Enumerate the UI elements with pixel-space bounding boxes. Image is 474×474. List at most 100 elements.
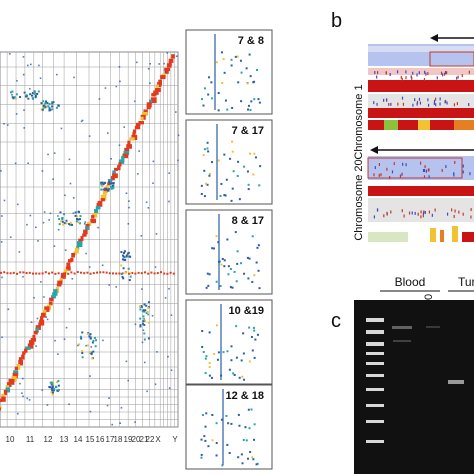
contact-pixel	[36, 92, 39, 95]
contact-pixel	[77, 210, 80, 213]
diagonal-pixel	[100, 198, 105, 202]
contact-pixel	[101, 181, 104, 184]
stripe-pixel	[38, 272, 41, 275]
diagonal-pixel	[62, 272, 66, 277]
contact-pixel	[55, 385, 58, 388]
inset-pixel	[248, 53, 251, 56]
axis-tick-label: 18	[114, 435, 123, 444]
inset-pixel	[258, 101, 261, 104]
inset-pixel	[215, 442, 218, 445]
inset-label: 10 &19	[229, 305, 264, 317]
variant-tick	[456, 102, 458, 106]
track-breakpoint-box	[367, 157, 463, 179]
inset-pixel	[256, 246, 259, 249]
contact-pixel	[77, 218, 80, 221]
contact-pixel	[19, 382, 21, 385]
diagonal-pixel	[21, 354, 25, 360]
diagonal-pixel	[118, 162, 122, 167]
contact-pixel	[122, 255, 125, 258]
inset-pixel	[219, 285, 222, 288]
contact-pixel	[147, 321, 150, 324]
variant-tick	[417, 212, 419, 216]
inset-pixel	[248, 427, 251, 430]
contact-pixel	[11, 96, 14, 99]
variant-tick	[416, 100, 419, 104]
contact-pixel	[78, 218, 81, 221]
contact-pixel	[37, 90, 40, 93]
contact-pixel	[53, 387, 56, 390]
contact-pixel	[91, 357, 94, 360]
contact-pixel	[77, 221, 80, 224]
contact-pixel	[75, 220, 78, 223]
diagonal-pixel	[24, 346, 31, 350]
inset-pixel	[226, 238, 229, 241]
variant-tick	[423, 210, 425, 214]
contact-pixel	[22, 275, 24, 278]
stripe-pixel	[51, 271, 54, 274]
contact-pixel	[26, 397, 29, 400]
variant-tick	[468, 70, 470, 74]
contact-pixel	[41, 170, 44, 172]
axis-tick-label: 22	[146, 435, 155, 444]
variant-tick	[378, 173, 380, 177]
inset-pixel	[258, 287, 261, 290]
contact-pixel	[50, 391, 53, 394]
diagonal-pixel	[124, 147, 130, 153]
contact-pixel	[72, 212, 75, 215]
diagonal-pixel	[107, 182, 111, 186]
contact-pixel	[141, 341, 144, 344]
variant-tick	[435, 103, 437, 107]
inset-pixel	[200, 98, 203, 101]
inset-pixel	[210, 97, 213, 100]
variant-tick	[470, 208, 472, 212]
stripe-pixel	[140, 272, 143, 275]
contact-pixel	[145, 201, 148, 204]
gel-ladder	[366, 318, 384, 443]
contact-pixel	[37, 240, 39, 242]
contact-pixel	[69, 223, 72, 226]
contact-pixel	[53, 245, 56, 247]
hic-grid	[0, 52, 178, 427]
variant-tick	[418, 97, 421, 101]
contact-pixel	[27, 162, 29, 164]
track-band-red	[368, 186, 474, 196]
inset-pixel	[223, 194, 226, 197]
inset-pixel	[216, 358, 219, 361]
inset-pixel	[234, 55, 237, 58]
stripe-pixel	[60, 272, 63, 275]
contact-pixel	[129, 275, 132, 278]
inset-pixel	[242, 438, 245, 441]
contact-pixel	[118, 66, 121, 68]
contact-pixel	[76, 218, 79, 221]
stripe-pixel	[172, 272, 175, 275]
diagonal-pixel	[67, 259, 72, 263]
inset-pixel	[240, 262, 243, 265]
inset-pixel	[229, 157, 232, 160]
contact-pixel	[10, 385, 12, 387]
stripe-pixel	[102, 271, 105, 274]
contact-pixel	[105, 187, 108, 190]
contact-pixel	[38, 64, 40, 67]
variant-tick	[412, 103, 414, 107]
variant-tick	[401, 96, 404, 100]
inset-pixel	[217, 109, 220, 112]
contact-pixel	[46, 404, 49, 406]
ladder-band	[366, 404, 384, 407]
variant-tick	[445, 165, 447, 169]
contact-pixel	[69, 182, 72, 185]
diagonal-pixel	[12, 372, 18, 379]
contact-pixel	[100, 184, 103, 187]
stripe-pixel	[118, 272, 121, 275]
inset-pixel	[207, 150, 210, 153]
contact-pixel	[57, 215, 59, 217]
contact-pixel	[3, 122, 5, 125]
variant-tick	[425, 72, 427, 76]
inset-pixel	[220, 182, 223, 185]
contact-pixel	[28, 87, 31, 90]
variant-tick	[377, 71, 379, 75]
inset-pixel	[217, 159, 220, 162]
contact-pixel	[152, 160, 155, 163]
stripe-pixel	[115, 272, 118, 275]
inset-pixel	[203, 169, 206, 172]
inset-pixel	[237, 456, 240, 459]
